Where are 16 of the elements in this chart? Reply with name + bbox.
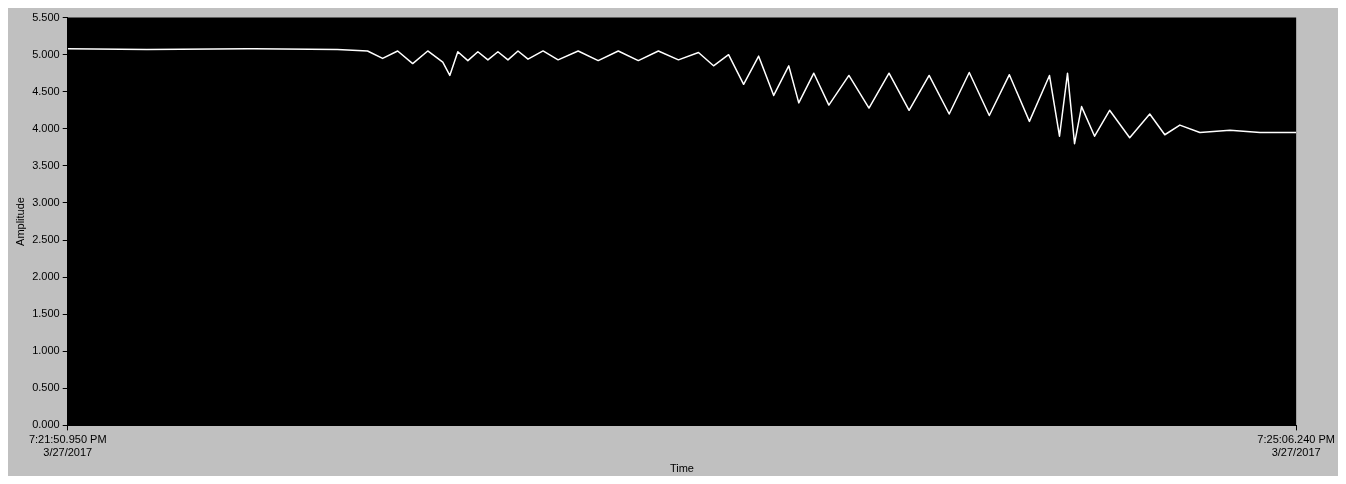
y-tick-label: 5.500 [32, 10, 60, 23]
y-tick-label: 2.500 [32, 233, 60, 246]
x-axis-title: Time [669, 462, 694, 475]
y-tick-label: 4.000 [32, 121, 60, 134]
y-axis-title: Amplitude [13, 197, 26, 246]
y-tick-label: 2.000 [32, 270, 60, 283]
y-tick-label: 4.500 [32, 84, 60, 97]
y-tick-label: 0.000 [32, 418, 60, 431]
y-tick-label: 3.000 [32, 195, 60, 208]
y-tick-label: 0.500 [32, 381, 60, 394]
y-tick-label: 1.000 [32, 344, 60, 357]
x-tick-label: 7:25:06.240 PM 3/27/2017 [1257, 433, 1335, 459]
y-tick-label: 5.000 [32, 47, 60, 60]
x-tick-label: 7:21:50.950 PM 3/27/2017 [28, 433, 107, 459]
y-tick-label: 1.500 [32, 307, 60, 320]
y-tick-label: 3.500 [32, 158, 60, 171]
